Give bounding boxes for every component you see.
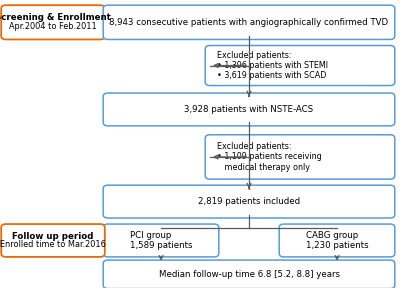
FancyBboxPatch shape <box>103 185 395 218</box>
FancyBboxPatch shape <box>279 224 395 257</box>
Text: Enrolled time to Mar.2016: Enrolled time to Mar.2016 <box>0 240 106 249</box>
FancyBboxPatch shape <box>1 5 105 39</box>
Text: PCI group
1,589 patients: PCI group 1,589 patients <box>130 231 192 250</box>
Text: 8,943 consecutive patients with angiographically confirmed TVD: 8,943 consecutive patients with angiogra… <box>110 18 388 27</box>
Text: 2,819 patients included: 2,819 patients included <box>198 197 300 206</box>
Text: Excluded patients:
• 1,109 patients receiving
   medical therapy only: Excluded patients: • 1,109 patients rece… <box>217 142 322 172</box>
FancyBboxPatch shape <box>103 93 395 126</box>
Text: Screening & Enrollment: Screening & Enrollment <box>0 14 111 22</box>
Text: Excluded patients:
• 1,396 patients with STEMI
• 3,619 patients with SCAD: Excluded patients: • 1,396 patients with… <box>217 51 328 80</box>
FancyBboxPatch shape <box>1 224 105 257</box>
Text: 3,928 patients with NSTE-ACS: 3,928 patients with NSTE-ACS <box>184 105 314 114</box>
Text: Apr.2004 to Feb.2011: Apr.2004 to Feb.2011 <box>9 22 97 31</box>
FancyBboxPatch shape <box>205 46 395 86</box>
Text: CABG group
1,230 patients: CABG group 1,230 patients <box>306 231 368 250</box>
Text: Follow up period: Follow up period <box>12 232 94 241</box>
Text: Median follow-up time 6.8 [5.2, 8.8] years: Median follow-up time 6.8 [5.2, 8.8] yea… <box>158 270 340 279</box>
FancyBboxPatch shape <box>103 224 219 257</box>
FancyBboxPatch shape <box>205 135 395 179</box>
FancyBboxPatch shape <box>103 260 395 288</box>
FancyBboxPatch shape <box>103 5 395 39</box>
